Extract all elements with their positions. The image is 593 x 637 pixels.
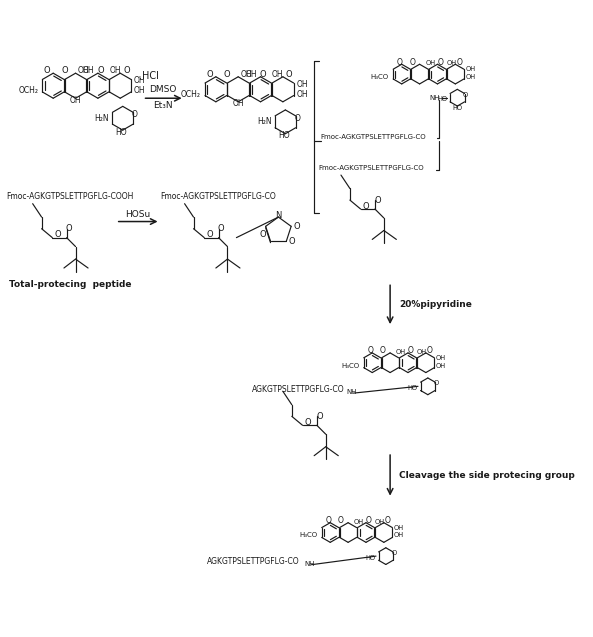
Text: O: O (224, 70, 230, 79)
Text: Cleavage the side protecing group: Cleavage the side protecing group (399, 471, 575, 480)
Text: OH: OH (272, 70, 283, 79)
Text: OH: OH (70, 96, 81, 104)
Text: O: O (438, 58, 444, 67)
Text: O: O (286, 70, 292, 79)
Text: OH: OH (134, 76, 146, 85)
Text: H₂N: H₂N (257, 117, 272, 126)
Text: Fmoc-AGKGTPSLETTPGFLG-CO: Fmoc-AGKGTPSLETTPGFLG-CO (320, 134, 426, 140)
Text: H₃CO: H₃CO (371, 74, 389, 80)
Text: OH: OH (394, 525, 404, 531)
Text: NH: NH (304, 561, 315, 567)
Text: O: O (408, 347, 414, 355)
Text: OH: OH (134, 86, 146, 95)
Text: NH: NH (429, 95, 439, 101)
Text: O: O (374, 196, 381, 204)
Text: O: O (294, 113, 300, 122)
Text: O: O (206, 70, 213, 79)
Text: OH: OH (109, 66, 121, 75)
Text: Fmoc-AGKGTPSLETTPGFLG-CO: Fmoc-AGKGTPSLETTPGFLG-CO (318, 165, 424, 171)
Text: OH: OH (465, 66, 476, 72)
Text: HO: HO (366, 555, 376, 561)
Text: OH: OH (436, 355, 446, 361)
Text: O: O (55, 231, 61, 240)
Text: Fmoc-AGKGTPSLETTPGFLG-COOH: Fmoc-AGKGTPSLETTPGFLG-COOH (6, 192, 133, 201)
Text: O: O (44, 66, 50, 75)
Text: O: O (61, 66, 68, 75)
Text: DMSO: DMSO (149, 85, 177, 94)
Text: O: O (397, 58, 403, 67)
Text: H₂N: H₂N (94, 114, 109, 123)
Text: HOSu: HOSu (126, 210, 151, 219)
Text: NH: NH (346, 389, 357, 395)
Text: OH: OH (436, 362, 446, 369)
Text: Et₃N: Et₃N (154, 101, 173, 110)
Text: OH: OH (246, 70, 257, 79)
Text: Total-protecing  peptide: Total-protecing peptide (8, 280, 131, 289)
Text: O: O (132, 110, 138, 119)
Text: HO: HO (438, 96, 448, 102)
Text: N: N (275, 211, 282, 220)
Text: O: O (385, 516, 391, 526)
Text: O: O (363, 202, 369, 211)
Text: HO: HO (408, 385, 418, 391)
Text: OH: OH (232, 99, 244, 108)
Text: OH: OH (417, 349, 427, 355)
Text: O: O (66, 224, 72, 233)
Text: O: O (293, 222, 300, 231)
Text: O: O (457, 58, 462, 67)
Text: O: O (366, 516, 372, 526)
Text: OH: OH (354, 519, 364, 525)
Text: HO: HO (452, 104, 463, 110)
Text: O: O (380, 347, 386, 355)
Text: H₃CO: H₃CO (342, 362, 359, 369)
Text: OH: OH (83, 66, 95, 75)
Text: O: O (305, 418, 311, 427)
Text: O: O (260, 70, 266, 79)
Text: O: O (433, 380, 439, 387)
Text: O: O (463, 92, 468, 97)
Text: OH: OH (78, 66, 90, 75)
Text: OH: OH (394, 533, 404, 538)
Text: .HCl: .HCl (139, 71, 159, 81)
Text: OH: OH (426, 61, 436, 66)
Text: O: O (338, 516, 344, 526)
Text: O: O (391, 550, 397, 556)
Text: HO: HO (278, 131, 290, 140)
Text: OH: OH (375, 519, 385, 525)
Text: O: O (218, 224, 225, 233)
Text: AGKGTPSLETTPGFLG-CO: AGKGTPSLETTPGFLG-CO (207, 557, 299, 566)
Text: O: O (427, 347, 433, 355)
Text: O: O (123, 66, 130, 75)
Text: OH: OH (296, 90, 308, 99)
Text: AGKGTPSLETTPGFLG-CO: AGKGTPSLETTPGFLG-CO (251, 385, 344, 394)
Text: OH: OH (296, 80, 308, 89)
Text: O: O (260, 231, 266, 240)
Text: Fmoc-AGKGTPSLETTPGFLG-CO: Fmoc-AGKGTPSLETTPGFLG-CO (161, 192, 276, 201)
Text: O: O (97, 66, 104, 75)
Text: 20%pipyridine: 20%pipyridine (399, 300, 472, 309)
Text: O: O (316, 412, 323, 421)
Text: OH: OH (240, 70, 252, 79)
Text: O: O (288, 237, 295, 246)
Text: OH: OH (447, 61, 457, 66)
Text: O: O (206, 231, 213, 240)
Text: OCH₂: OCH₂ (181, 90, 201, 99)
Text: O: O (410, 58, 415, 67)
Text: O: O (326, 516, 331, 526)
Text: OH: OH (465, 74, 476, 80)
Text: OCH₂: OCH₂ (18, 86, 38, 95)
Text: OH: OH (396, 349, 406, 355)
Text: HO: HO (116, 127, 127, 136)
Text: O: O (367, 347, 373, 355)
Text: H₃CO: H₃CO (299, 533, 317, 538)
